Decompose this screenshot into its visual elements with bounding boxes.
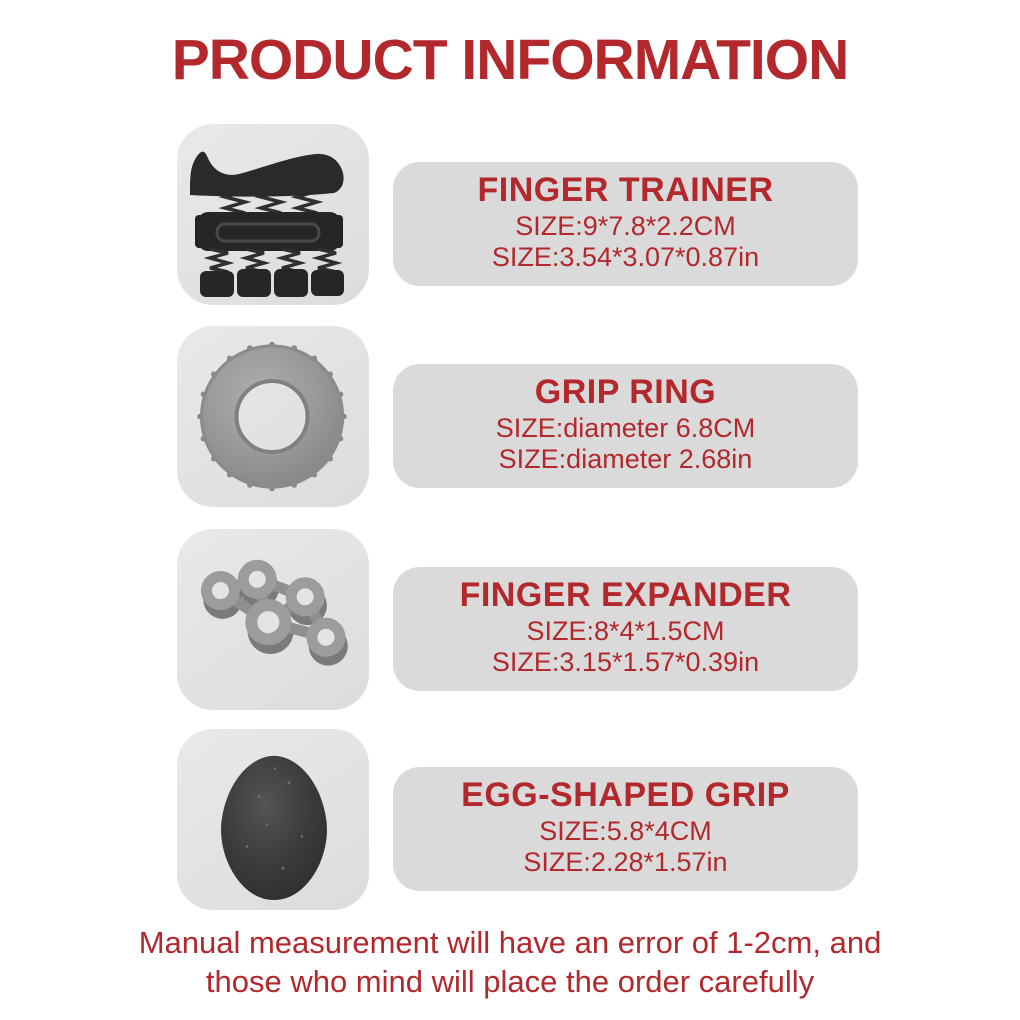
disclaimer-line-1: Manual measurement will have an error of… <box>138 925 882 960</box>
egg-shaped-grip-image <box>177 729 369 910</box>
finger-trainer-illustration <box>190 151 344 297</box>
disclaimer-line-2: those who mind will place the order care… <box>205 964 815 999</box>
product-row: FINGER EXPANDER SIZE:8*4*1.5CM SIZE:3.15… <box>0 529 1020 711</box>
product-info-panel: EGG-SHAPED GRIP SIZE:5.8*4CM SIZE:2.28*1… <box>393 767 858 891</box>
product-name: EGG-SHAPED GRIP <box>461 776 790 814</box>
product-info-panel: GRIP RING SIZE:diameter 6.8CM SIZE:diame… <box>393 364 858 488</box>
finger-expander-illustration <box>200 559 348 666</box>
product-size-cm: SIZE:8*4*1.5CM <box>526 616 725 646</box>
measurement-disclaimer: Manual measurement will have an error of… <box>0 923 1020 1001</box>
product-size-in: SIZE:3.15*1.57*0.39in <box>491 647 760 677</box>
product-row: EGG-SHAPED GRIP SIZE:5.8*4CM SIZE:2.28*1… <box>0 729 1020 911</box>
page-title: PRODUCT INFORMATION <box>171 28 850 92</box>
grip-ring-image <box>177 326 369 507</box>
product-size-in: SIZE:3.54*3.07*0.87in <box>491 242 760 272</box>
product-info-panel: FINGER TRAINER SIZE:9*7.8*2.2CM SIZE:3.5… <box>393 162 858 286</box>
product-size-in: SIZE:diameter 2.68in <box>498 444 753 474</box>
product-name: FINGER TRAINER <box>477 171 774 209</box>
finger-expander-image <box>177 529 369 710</box>
product-row: GRIP RING SIZE:diameter 6.8CM SIZE:diame… <box>0 326 1020 508</box>
product-info-panel: FINGER EXPANDER SIZE:8*4*1.5CM SIZE:3.15… <box>393 567 858 691</box>
product-name: GRIP RING <box>534 373 717 411</box>
finger-trainer-image <box>177 124 369 305</box>
product-size-cm: SIZE:diameter 6.8CM <box>495 413 756 443</box>
product-size-cm: SIZE:5.8*4CM <box>539 816 712 846</box>
product-row: FINGER TRAINER SIZE:9*7.8*2.2CM SIZE:3.5… <box>0 124 1020 306</box>
product-size-in: SIZE:2.28*1.57in <box>523 847 728 877</box>
product-name: FINGER EXPANDER <box>459 576 792 614</box>
grip-ring-illustration <box>197 341 347 492</box>
product-size-cm: SIZE:9*7.8*2.2CM <box>515 211 736 241</box>
egg-shaped-grip-illustration <box>221 755 327 901</box>
